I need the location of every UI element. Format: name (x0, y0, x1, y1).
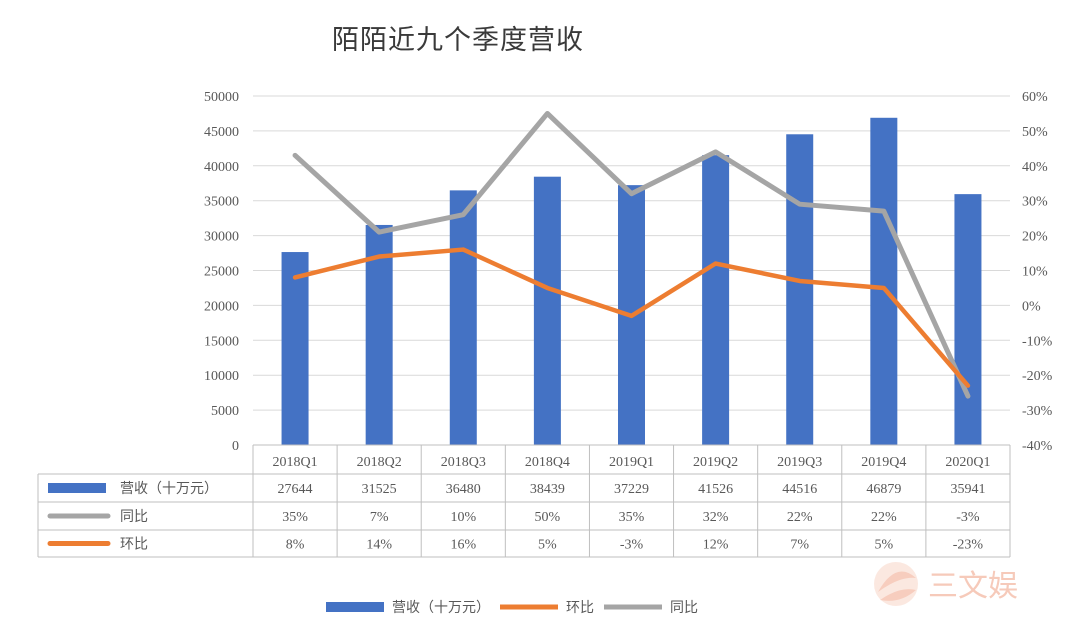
table-cell: 27644 (278, 482, 313, 497)
table-cell: 36480 (446, 482, 481, 497)
table-cell: -3% (956, 510, 980, 525)
bar (954, 194, 982, 445)
table-cell: 5% (874, 538, 893, 553)
table-cell: 10% (450, 510, 476, 525)
table-cell: 22% (787, 510, 813, 525)
table-row-header: 同比 (120, 509, 148, 525)
y-left-tick-label: 0 (232, 439, 239, 454)
table-cell: 46879 (866, 482, 901, 497)
data-table: 2018Q1 2018Q2 2018Q3 2018Q4 2019Q1 2019Q2 2019… (37, 444, 1011, 558)
y-right-tick-label: 60% (1022, 90, 1048, 105)
x-tick-label: 2019Q3 (777, 455, 822, 470)
x-tick-label: 2020Q1 (945, 455, 990, 470)
y-left-tick-label: 10000 (204, 369, 239, 384)
table-cell: 16% (450, 538, 476, 553)
y-right-tick-label: -20% (1022, 369, 1053, 384)
table-cell: 8% (286, 538, 305, 553)
y-left-tick-label: 15000 (204, 334, 239, 349)
y-right-tick-label: -40% (1022, 439, 1053, 454)
y-left-tick-label: 5000 (211, 404, 239, 419)
qoq-line (292, 247, 971, 388)
y-right-tick-label: 20% (1022, 230, 1048, 245)
table-cell: 5% (538, 538, 557, 553)
legend-key (326, 602, 384, 612)
table-cell: -3% (620, 538, 644, 553)
y-left-tick-label: 40000 (204, 160, 239, 175)
table-cell: 37229 (614, 482, 649, 497)
y-left-tick-label: 50000 (204, 90, 239, 105)
bar-series (281, 117, 982, 446)
table-cell: 12% (703, 538, 729, 553)
table-cell: 7% (790, 538, 809, 553)
table-cell: -23% (953, 538, 984, 553)
y-right-tick-label: -10% (1022, 334, 1053, 349)
x-tick-label: 2018Q3 (441, 455, 486, 470)
bar (365, 224, 393, 445)
table-cell: 22% (871, 510, 897, 525)
bar (449, 190, 477, 445)
y-left-tick-label: 35000 (204, 195, 239, 210)
y-left-tick-label: 30000 (204, 230, 239, 245)
bar (281, 252, 309, 445)
table-row-header: 营收（十万元） (120, 481, 218, 497)
legend-label: 营收（十万元） (392, 600, 490, 616)
y-right-tick-label: 0% (1022, 299, 1041, 314)
table-cell: 35% (619, 510, 645, 525)
y-left-tick-label: 25000 (204, 265, 239, 280)
bar (533, 176, 561, 445)
x-tick-label: 2018Q1 (272, 455, 317, 470)
table-cell: 14% (366, 538, 392, 553)
table-cell: 38439 (530, 482, 565, 497)
bar (702, 155, 730, 446)
table-cell: 50% (535, 510, 561, 525)
y-right-tick-label: -30% (1022, 404, 1053, 419)
y-right-tick-label: 40% (1022, 160, 1048, 175)
y-right-tick-label: 30% (1022, 195, 1048, 210)
table-cell: 7% (370, 510, 389, 525)
yoy-line (292, 110, 971, 399)
watermark-icon (874, 562, 918, 606)
y-left-tick-label: 45000 (204, 125, 239, 140)
table-row-header: 环比 (120, 537, 148, 553)
legend: 营收（十万元） 环比 同比 (326, 600, 698, 616)
x-tick-label: 2018Q2 (357, 455, 402, 470)
y-right-tick-label: 10% (1022, 265, 1048, 280)
legend-label: 环比 (566, 600, 594, 616)
chart-title: 陌陌近九个季度营收 (332, 25, 584, 56)
watermark-logo: 三文娱 (870, 556, 1070, 620)
table-cell: 44516 (782, 482, 817, 497)
table-cell: 41526 (698, 482, 733, 497)
table-legend-key (48, 483, 106, 493)
line-series (292, 110, 971, 399)
x-tick-label: 2019Q1 (609, 455, 654, 470)
x-tick-label: 2018Q4 (525, 455, 570, 470)
legend-label: 同比 (670, 600, 698, 616)
y-right-tick-label: 50% (1022, 125, 1048, 140)
x-tick-label: 2019Q4 (861, 455, 906, 470)
table-cell: 32% (703, 510, 729, 525)
table-cell: 35941 (950, 482, 985, 497)
y-left-tick-label: 20000 (204, 299, 239, 314)
table-cell: 31525 (362, 482, 397, 497)
bar (786, 134, 814, 445)
bar (870, 117, 898, 445)
table-cell: 35% (282, 510, 308, 525)
x-tick-label: 2019Q2 (693, 455, 738, 470)
axes: 0 5000 10000 15000 20000 25000 30000 35000 40000… (204, 90, 1053, 454)
watermark-text: 三文娱 (928, 569, 1018, 604)
